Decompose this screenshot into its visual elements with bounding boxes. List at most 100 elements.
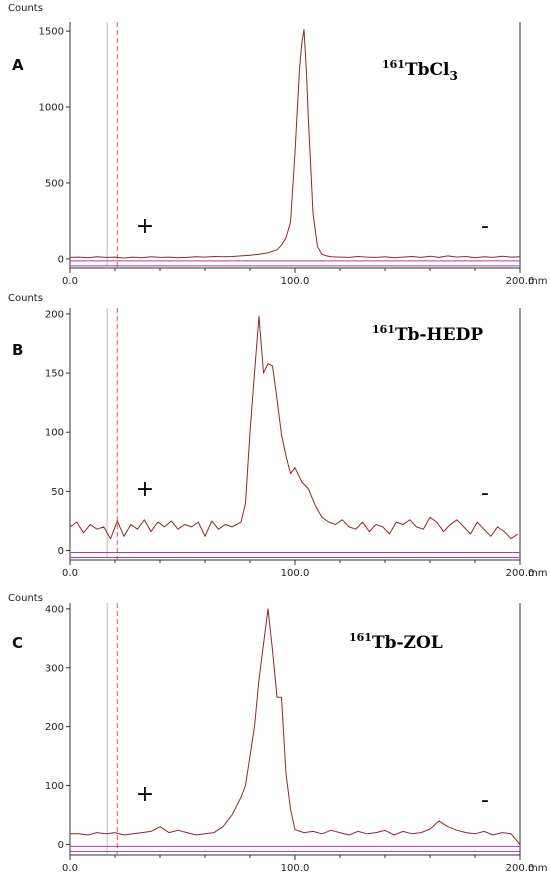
data-point: [281, 245, 282, 246]
data-point: [375, 257, 376, 258]
data-point: [276, 398, 277, 399]
data-point: [225, 524, 226, 525]
data-point: [267, 252, 268, 253]
data-point: [164, 526, 165, 527]
x-tick-label: 0.0: [62, 276, 78, 287]
data-point: [204, 256, 205, 257]
data-point: [510, 833, 511, 834]
data-point: [474, 833, 475, 834]
title-main: Tb-ZOL: [372, 633, 443, 653]
x-tick-label: 200.0: [506, 568, 535, 579]
data-point: [285, 237, 286, 238]
data-point: [519, 844, 520, 845]
data-point: [123, 834, 124, 835]
data-point: [389, 533, 390, 534]
data-point: [290, 473, 291, 474]
data-point: [335, 524, 336, 525]
data-point: [357, 256, 358, 257]
data-point: [90, 524, 91, 525]
data-point: [369, 531, 370, 532]
title-superscript: 161: [382, 58, 405, 71]
data-point: [267, 363, 268, 364]
data-point: [195, 834, 196, 835]
data-point: [330, 830, 331, 831]
minus-sign: -: [481, 788, 489, 813]
data-point: [393, 834, 394, 835]
data-point: [213, 256, 214, 257]
title-main: Tb-HEDP: [395, 325, 483, 345]
data-point: [456, 830, 457, 831]
data-point: [204, 536, 205, 537]
data-point: [198, 522, 199, 523]
data-point: [339, 832, 340, 833]
y-tick-label: 50: [51, 487, 64, 498]
data-point: [375, 832, 376, 833]
data-point: [222, 256, 223, 257]
data-point: [105, 257, 106, 258]
data-point: [87, 257, 88, 258]
data-point: [272, 650, 273, 651]
panel-letter: C: [12, 634, 23, 652]
data-point: [186, 832, 187, 833]
data-point: [483, 831, 484, 832]
panel-letter: B: [12, 341, 23, 359]
data-point: [463, 526, 464, 527]
data-point: [96, 529, 97, 530]
y-tick-label: 0: [58, 840, 64, 851]
data-point: [249, 255, 250, 256]
data-point: [144, 519, 145, 520]
y-tick-label: 100: [45, 781, 64, 792]
data-point: [402, 524, 403, 525]
y-axis-label: Counts: [8, 593, 43, 604]
data-point: [483, 256, 484, 257]
data-point: [504, 531, 505, 532]
data-point: [510, 256, 511, 257]
data-point: [315, 505, 316, 506]
data-point: [411, 256, 412, 257]
data-point: [321, 254, 322, 255]
y-tick-label: 500: [45, 178, 64, 189]
data-point: [357, 831, 358, 832]
data-point: [510, 538, 511, 539]
data-point: [348, 526, 349, 527]
data-point: [321, 517, 322, 518]
minus-sign: -: [481, 481, 489, 506]
data-point: [436, 522, 437, 523]
data-point: [416, 526, 417, 527]
data-point: [423, 529, 424, 530]
data-point: [294, 152, 295, 153]
y-tick-label: 0: [58, 254, 64, 265]
data-point: [396, 522, 397, 523]
data-point: [470, 533, 471, 534]
series-trace: [69, 29, 521, 259]
data-point: [281, 697, 282, 698]
plus-sign: +: [136, 477, 154, 502]
data-point: [342, 519, 343, 520]
data-point: [492, 834, 493, 835]
x-unit-label: mm: [528, 863, 547, 874]
y-tick-label: 400: [45, 604, 64, 615]
data-point: [402, 831, 403, 832]
data-point: [465, 256, 466, 257]
data-point: [263, 372, 264, 373]
data-point: [69, 257, 70, 258]
data-point: [272, 365, 273, 366]
data-point: [393, 257, 394, 258]
compound-title: 161Tb-ZOL: [349, 631, 443, 653]
y-tick-label: 1500: [39, 27, 64, 38]
data-point: [301, 43, 302, 44]
data-point: [245, 503, 246, 504]
data-point: [258, 316, 259, 317]
data-point: [150, 531, 151, 532]
x-tick-label: 100.0: [281, 568, 310, 579]
data-point: [420, 257, 421, 258]
data-point: [384, 256, 385, 257]
data-point: [420, 832, 421, 833]
data-point: [105, 833, 106, 834]
x-tick-label: 100.0: [281, 276, 310, 287]
x-tick-label: 0.0: [62, 863, 78, 874]
data-point: [281, 434, 282, 435]
data-point: [195, 256, 196, 257]
data-point: [483, 529, 484, 530]
